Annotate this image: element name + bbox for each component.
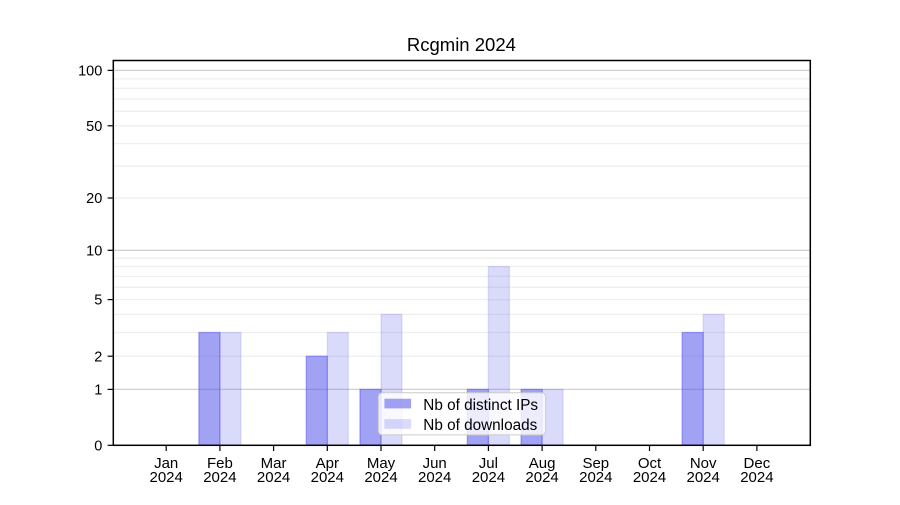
svg-text:2024: 2024: [257, 469, 290, 486]
svg-text:2: 2: [94, 349, 102, 365]
svg-text:5: 5: [94, 293, 102, 309]
svg-text:Mar: Mar: [261, 455, 287, 472]
svg-text:2024: 2024: [687, 469, 720, 486]
svg-text:Nb of downloads: Nb of downloads: [423, 417, 537, 434]
svg-text:10: 10: [86, 243, 102, 259]
svg-text:2024: 2024: [203, 469, 236, 486]
svg-text:2024: 2024: [740, 469, 773, 486]
svg-text:Sep: Sep: [582, 455, 609, 472]
svg-text:Jul: Jul: [479, 455, 498, 472]
svg-text:Jun: Jun: [423, 455, 447, 472]
svg-text:0: 0: [94, 438, 102, 454]
svg-text:Nov: Nov: [690, 455, 717, 472]
svg-text:2024: 2024: [150, 469, 183, 486]
svg-text:Apr: Apr: [316, 455, 339, 472]
svg-text:2024: 2024: [311, 469, 344, 486]
svg-text:100: 100: [78, 64, 102, 80]
svg-text:Rcgmin 2024: Rcgmin 2024: [407, 34, 516, 55]
svg-text:2024: 2024: [418, 469, 451, 486]
svg-text:Nb of distinct IPs: Nb of distinct IPs: [423, 397, 538, 414]
svg-text:2024: 2024: [525, 469, 558, 486]
svg-text:1: 1: [94, 383, 102, 399]
svg-text:Dec: Dec: [744, 455, 771, 472]
svg-text:Jan: Jan: [154, 455, 178, 472]
svg-text:2024: 2024: [579, 469, 612, 486]
svg-text:Oct: Oct: [638, 455, 662, 472]
svg-text:2024: 2024: [364, 469, 397, 486]
svg-text:2024: 2024: [472, 469, 505, 486]
svg-text:May: May: [367, 455, 396, 472]
svg-text:20: 20: [86, 191, 102, 207]
svg-text:Feb: Feb: [207, 455, 233, 472]
svg-text:Aug: Aug: [529, 455, 556, 472]
svg-text:2024: 2024: [633, 469, 666, 486]
svg-text:50: 50: [86, 119, 102, 135]
